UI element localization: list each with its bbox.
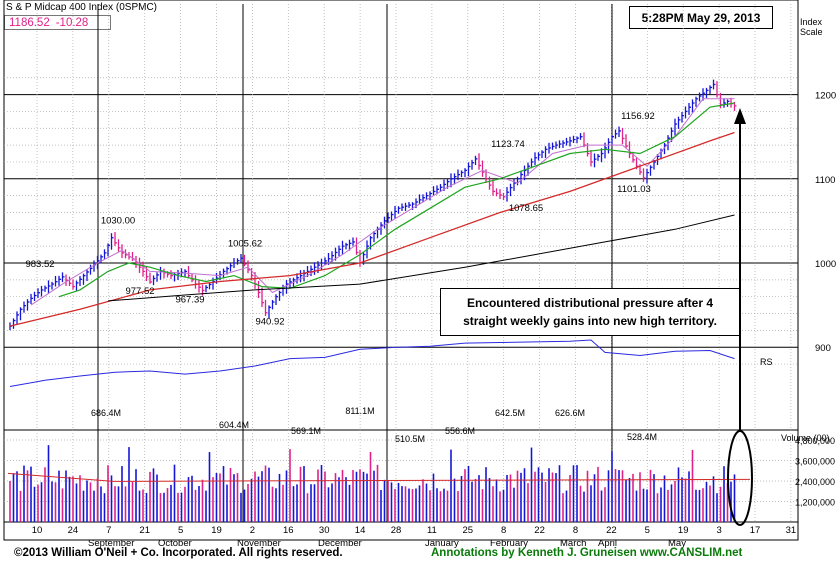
month-label: March bbox=[560, 538, 586, 549]
price-annotation: 1123.74 bbox=[491, 139, 525, 150]
chart-title: S & P Midcap 400 Index (0SPMC) bbox=[6, 2, 157, 13]
x-tick-label: 10 bbox=[32, 525, 43, 536]
volume-axis-label: Volume (00) bbox=[781, 433, 830, 443]
x-tick-label: 17 bbox=[750, 525, 761, 536]
annotation-arrow-head bbox=[734, 108, 746, 124]
ma-10-line bbox=[30, 98, 735, 306]
x-tick-label: 19 bbox=[678, 525, 689, 536]
month-label: October bbox=[158, 538, 192, 549]
x-tick-label: 5 bbox=[178, 525, 183, 536]
volume-highlight-ellipse bbox=[727, 430, 753, 526]
volume-annotation: 811.1M bbox=[345, 406, 374, 416]
volume-tick-label: 4,800,000 bbox=[795, 436, 835, 446]
price-annotation: 977.52 bbox=[125, 286, 154, 297]
x-tick-label: 8 bbox=[501, 525, 506, 536]
rs-label: RS bbox=[760, 357, 773, 367]
ma-50-line bbox=[58, 102, 735, 298]
price-annotation: 940.92 bbox=[255, 317, 284, 328]
x-tick-label: 7 bbox=[106, 525, 111, 536]
x-tick-label: 30 bbox=[319, 525, 330, 536]
x-tick-label: 19 bbox=[211, 525, 222, 536]
volume-annotation: 626.6M bbox=[555, 408, 585, 418]
month-label: November bbox=[237, 538, 281, 549]
volume-tick-label: 2,400,000 bbox=[795, 477, 835, 487]
annotation-line-2: straight weekly gains into new high terr… bbox=[463, 314, 717, 328]
x-tick-label: 3 bbox=[716, 525, 721, 536]
x-tick-label: 8 bbox=[573, 525, 578, 536]
price-change: -10.28 bbox=[55, 17, 89, 29]
volume-annotation: 569.1M bbox=[291, 426, 321, 436]
month-label: February bbox=[490, 538, 528, 549]
timestamp-box: 5:28PM May 29, 2013 bbox=[629, 6, 773, 29]
price-tick-label: 1200 bbox=[815, 91, 836, 102]
x-tick-label: 24 bbox=[68, 525, 79, 536]
x-tick-label: 28 bbox=[391, 525, 402, 536]
month-label: April bbox=[598, 538, 617, 549]
month-label: December bbox=[318, 538, 362, 549]
volume-annotation: 510.5M bbox=[395, 434, 425, 444]
scale-label-line-2: Scale bbox=[800, 27, 823, 37]
scale-label: Index Scale bbox=[800, 17, 823, 37]
volume-annotation: 642.5M bbox=[495, 408, 525, 418]
price-tick-label: 1100 bbox=[815, 175, 835, 186]
x-tick-label: 5 bbox=[645, 525, 650, 536]
chart-frame bbox=[3, 0, 799, 541]
x-tick-label: 21 bbox=[139, 525, 150, 536]
price-annotation: 1005.62 bbox=[228, 238, 262, 249]
volume-annotation: 528.4M bbox=[627, 432, 657, 442]
volume-annotation: 556.6M bbox=[445, 426, 475, 436]
x-tick-label: 25 bbox=[463, 525, 474, 536]
price-annotation: 983.52 bbox=[25, 259, 54, 270]
volume-tick-label: 1,200,000 bbox=[795, 498, 835, 508]
price-box: 1186.52 -10.28 bbox=[4, 15, 111, 30]
x-tick-label: 31 bbox=[786, 525, 797, 536]
volume-annotation: 604.4M bbox=[219, 420, 249, 430]
scale-label-line-1: Index bbox=[800, 17, 823, 27]
price-annotation: 1101.03 bbox=[617, 184, 651, 195]
copyright-text: ©2013 William O'Neil + Co. Incorporated.… bbox=[14, 547, 343, 559]
x-tick-label: 14 bbox=[355, 525, 366, 536]
volume-tick-label: 3,600,000 bbox=[795, 457, 835, 467]
price-annotation: 1078.65 bbox=[509, 203, 543, 214]
x-tick-label: 11 bbox=[427, 525, 437, 536]
x-tick-label: 16 bbox=[283, 525, 294, 536]
x-tick-label: 22 bbox=[534, 525, 545, 536]
volume-annotation: 686.4M bbox=[91, 408, 121, 418]
price-value: 1186.52 bbox=[9, 17, 50, 29]
price-annotation: 1156.92 bbox=[621, 111, 655, 122]
ma-200-line bbox=[9, 131, 735, 327]
price-annotation: 967.39 bbox=[175, 294, 204, 305]
price-annotation: 1030.00 bbox=[101, 216, 135, 227]
month-label: May bbox=[668, 538, 686, 549]
x-tick-label: 22 bbox=[606, 525, 617, 536]
volume-ma-line bbox=[7, 472, 115, 482]
month-label: January bbox=[425, 538, 459, 549]
long-ma-line bbox=[107, 214, 735, 302]
x-tick-label: 2 bbox=[250, 525, 255, 536]
month-label: September bbox=[88, 538, 134, 549]
volume-ma-line bbox=[113, 478, 751, 482]
price-tick-label: 1000 bbox=[815, 259, 836, 270]
price-tick-label: 900 bbox=[815, 343, 831, 354]
annotation-line-1: Encountered distributional pressure afte… bbox=[466, 296, 714, 310]
annotation-box: Encountered distributional pressure afte… bbox=[440, 288, 740, 336]
credit-text: Annotations by Kenneth J. Gruneisen www.… bbox=[431, 547, 743, 559]
rs-line bbox=[9, 339, 735, 387]
